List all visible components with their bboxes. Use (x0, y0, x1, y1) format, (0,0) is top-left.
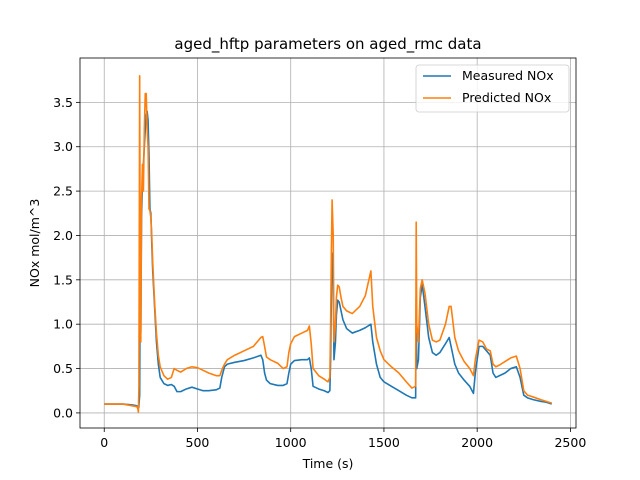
legend-label-predicted: Predicted NOx (462, 90, 551, 105)
y-axis-ticks: 0.0 0.5 1.0 1.5 2.0 2.5 3.0 3.5 (53, 95, 80, 420)
grid-lines (80, 58, 576, 428)
y-axis-label: NOx mol/m^3 (27, 199, 42, 288)
y-tick-label: 2.5 (53, 184, 73, 199)
y-tick-label: 2.0 (53, 228, 73, 243)
y-tick-label: 0.5 (53, 361, 73, 376)
y-tick-label: 3.5 (53, 95, 73, 110)
y-tick-label: 0.0 (53, 405, 73, 420)
x-tick-label: 0 (100, 435, 108, 450)
y-tick-label: 3.0 (53, 139, 73, 154)
series-line-predicted-nox (104, 74, 553, 413)
legend-label-measured: Measured NOx (462, 68, 554, 83)
x-tick-label: 1500 (368, 435, 400, 450)
y-tick-label: 1.0 (53, 317, 73, 332)
chart-title: aged_hftp parameters on aged_rmc data (174, 35, 481, 54)
x-axis-ticks: 0 500 1000 1500 2000 2500 (100, 428, 586, 450)
legend: Measured NOx Predicted NOx (415, 64, 570, 113)
x-tick-label: 1000 (275, 435, 307, 450)
x-tick-label: 2000 (461, 435, 493, 450)
legend-box (415, 64, 570, 113)
y-tick-label: 1.5 (53, 272, 73, 287)
plot-frame (79, 57, 577, 429)
x-axis-label: Time (s) (302, 456, 354, 471)
x-tick-label: 2500 (554, 435, 586, 450)
series-layer (104, 74, 553, 413)
x-tick-label: 500 (186, 435, 210, 450)
